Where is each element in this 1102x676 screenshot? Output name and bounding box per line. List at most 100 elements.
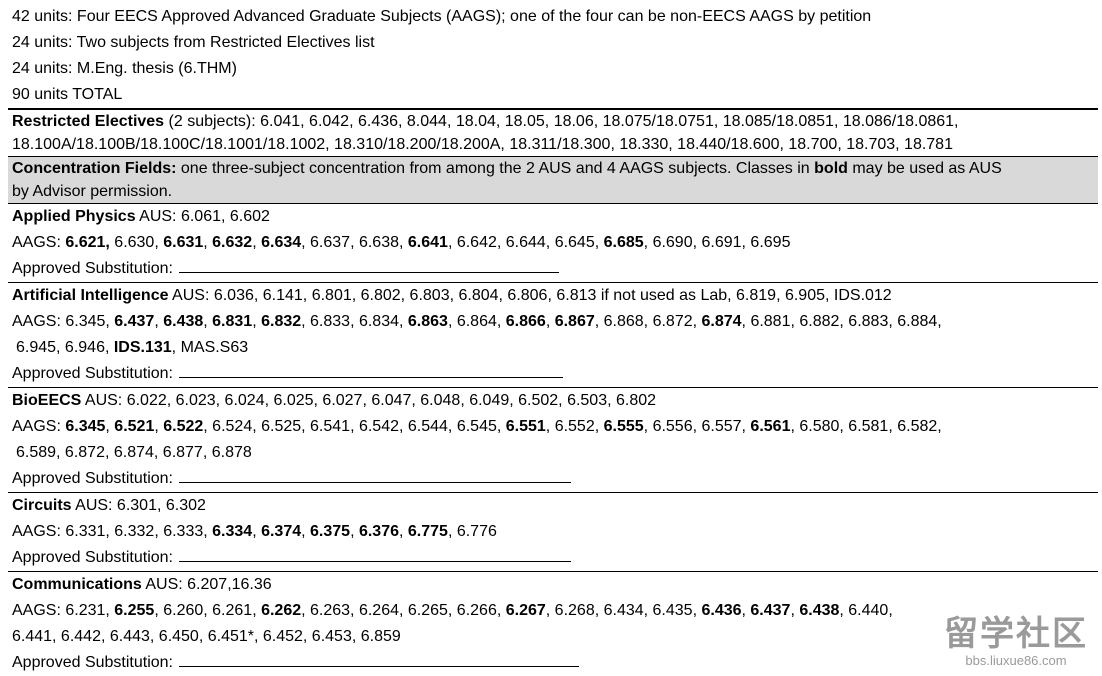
bold-text: 6.621, [65,234,110,251]
text: , 6.524, 6.525, 6.541, 6.542, 6.544, 6.5… [203,418,506,435]
text: by Advisor permission. [12,183,173,200]
bold-text: 6.345 [65,418,106,435]
text: , 6.268, 6.434, 6.435, [545,602,702,619]
text: AUS: 6.061, 6.602 [135,208,270,225]
watermark-url: bbs.liuxue86.com [965,653,1067,668]
text: , [545,313,555,330]
section-line: Approved Substitution: [12,256,1098,282]
text: , [301,523,311,540]
bold-text: 6.866 [505,313,546,330]
bold-text: 6.262 [261,602,302,619]
bold-text: 6.832 [261,313,302,330]
section-line: 6.589, 6.872, 6.874, 6.877, 6.878 [12,440,1098,466]
unit-requirements: 42 units: Four EECS Approved Advanced Gr… [12,4,1102,108]
bold-text: Concentration Fields: [12,160,177,177]
bold-text: Restricted Electives [12,113,165,130]
text: , 6.833, 6.834, [301,313,408,330]
bold-text: 6.438 [163,313,204,330]
text: AAGS: 6.331, 6.332, 6.333, [12,523,213,540]
substitution-blank-field[interactable] [179,258,559,273]
section-line: AAGS: 6.231, 6.255, 6.260, 6.261, 6.262,… [12,598,1098,624]
text: , 6.690, 6.691, 6.695 [643,234,791,251]
section-artificial-intelligence: Artificial Intelligence AUS: 6.036, 6.14… [8,282,1098,387]
bold-text: 6.634 [261,234,302,251]
substitution-blank-field[interactable] [179,652,579,667]
text: , [350,523,359,540]
bold-text: 6.775 [407,523,448,540]
bold-text: Circuits [12,497,72,514]
approved-substitution-label: Approved Substitution: [12,260,173,277]
section-line: AAGS: 6.331, 6.332, 6.333, 6.334, 6.374,… [12,519,1098,545]
bold-text: 6.631 [163,234,204,251]
bold-text: 6.437 [750,602,791,619]
text: , 6.864, [447,313,506,330]
section-line: Artificial Intelligence AUS: 6.036, 6.14… [12,283,1098,309]
text: AUS: 6.022, 6.023, 6.024, 6.025, 6.027, … [81,392,657,409]
text: AAGS: 6.345, [12,313,115,330]
bold-text: 6.437 [114,313,155,330]
text: , [252,234,262,251]
section-line: AAGS: 6.345, 6.521, 6.522, 6.524, 6.525,… [12,414,1098,440]
bold-text: 6.867 [554,313,595,330]
text: 6.630, [109,234,164,251]
requirement-line: 42 units: Four EECS Approved Advanced Gr… [12,8,872,25]
text: , 6.260, 6.261, [154,602,262,619]
text: AUS: 6.207,16.36 [141,576,272,593]
section-line: by Advisor permission. [12,180,1098,203]
text: , 6.263, 6.264, 6.265, 6.266, [301,602,506,619]
text: , [252,523,262,540]
section-circuits: Circuits AUS: 6.301, 6.302 AAGS: 6.331, 6… [8,492,1098,571]
bold-text: 6.267 [505,602,546,619]
substitution-blank-field[interactable] [179,547,571,562]
section-line: Applied Physics AUS: 6.061, 6.602 [12,204,1098,230]
text: , [203,313,213,330]
requirement-line: 24 units: M.Eng. thesis (6.THM) [12,60,237,77]
bold-text: 6.522 [163,418,204,435]
bold-text: 6.436 [701,602,742,619]
bold-text: 6.641 [407,234,448,251]
text: , 6.552, [545,418,604,435]
text: , [790,602,800,619]
bold-text: 6.863 [407,313,448,330]
text: 6.945, 6.946, [16,339,114,356]
bold-text: 6.438 [799,602,840,619]
section-line: 6.441, 6.442, 6.443, 6.450, 6.451*, 6.45… [12,624,1098,650]
approved-substitution-label: Approved Substitution: [12,654,173,671]
bold-text: Artificial Intelligence [12,287,169,304]
text: , 6.776 [447,523,497,540]
bold-text: 6.685 [603,234,644,251]
substitution-blank-field[interactable] [179,468,571,483]
substitution-blank-field[interactable] [179,363,563,378]
text: , [399,523,408,540]
bold-text: 6.334 [212,523,253,540]
text: may be used as AUS [847,160,1002,177]
text: 6.441, 6.442, 6.443, 6.450, 6.451*, 6.45… [12,628,401,645]
section-line: Restricted Electives (2 subjects): 6.041… [12,110,1098,133]
bold-text: 6.374 [261,523,302,540]
bold-text: 6.521 [114,418,155,435]
watermark-logo: 留学社区 bbs.liuxue86.com [944,615,1088,668]
approved-substitution-label: Approved Substitution: [12,549,173,566]
bold-text: 6.831 [212,313,253,330]
section-line: Approved Substitution: [12,545,1098,571]
approved-substitution-label: Approved Substitution: [12,365,173,382]
text: 18.100A/18.100B/18.100C/18.1001/18.1002,… [12,136,953,153]
text: , [252,313,262,330]
text: AAGS: [12,234,66,251]
section-line: AAGS: 6.621, 6.630, 6.631, 6.632, 6.634,… [12,230,1098,256]
approved-substitution-label: Approved Substitution: [12,470,173,487]
section-bioeecs: BioEECS AUS: 6.022, 6.023, 6.024, 6.025,… [8,387,1098,492]
text: , 6.637, 6.638, [301,234,408,251]
requirement-line: 90 units TOTAL [12,86,123,103]
bold-text: 6.632 [212,234,253,251]
text: (2 subjects): 6.041, 6.042, 6.436, 8.044… [164,113,959,130]
bold-text: BioEECS [12,392,82,409]
text: , 6.642, 6.644, 6.645, [447,234,604,251]
bold-text: IDS.131 [113,339,172,356]
text: , [741,602,751,619]
section-restricted: Restricted Electives (2 subjects): 6.041… [8,108,1098,156]
text: , [203,234,213,251]
bold-text: 6.551 [505,418,546,435]
watermark-text: 留学社区 [944,614,1088,654]
